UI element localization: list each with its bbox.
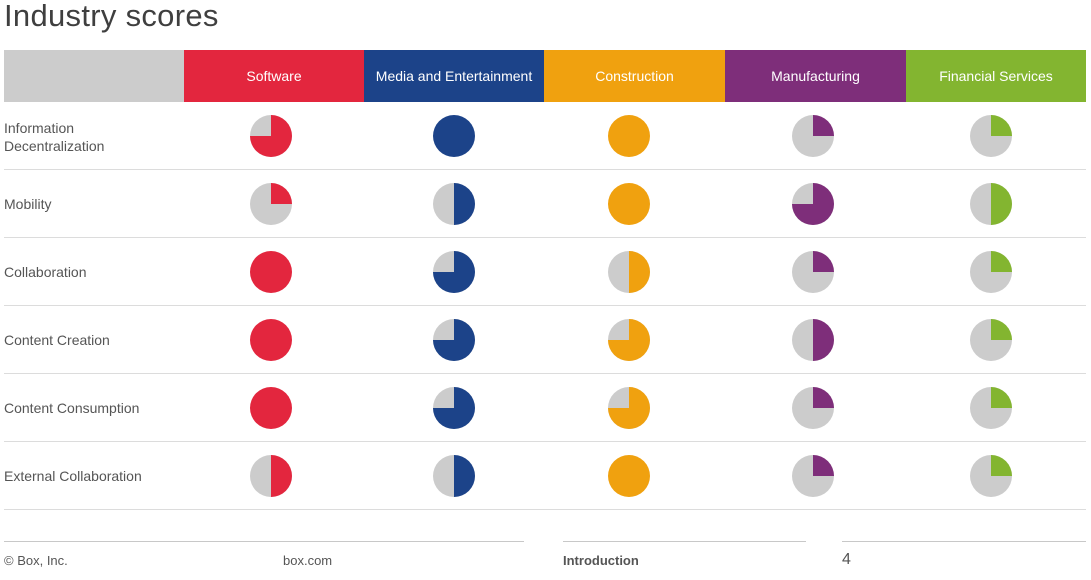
row-label: Information Decentralization xyxy=(4,120,105,154)
score-pie-content-creation-software xyxy=(250,319,292,361)
score-pie-mobility-manufacturing xyxy=(792,183,834,225)
column-header-financial-services: Financial Services xyxy=(906,50,1086,102)
table-row-content-consumption: Content Consumption xyxy=(4,374,1086,442)
pie-filled-slice xyxy=(271,183,292,204)
table-row-collaboration: Collaboration xyxy=(4,238,1086,306)
pie-filled-slice xyxy=(433,387,475,429)
score-pie-content-consumption-financial-services xyxy=(970,387,1012,429)
footer-copyright: © Box, Inc. xyxy=(4,553,68,568)
score-pie-mobility-financial-services xyxy=(970,183,1012,225)
pie-background xyxy=(433,115,475,157)
pie-filled-slice xyxy=(813,251,834,272)
score-pie-information-decentralization-financial-services xyxy=(970,115,1012,157)
footer-divider-middle xyxy=(563,541,806,542)
row-label: External Collaboration xyxy=(4,468,142,484)
pie-filled-slice xyxy=(433,319,475,361)
pie-background xyxy=(250,251,292,293)
score-pie-content-creation-financial-services xyxy=(970,319,1012,361)
pie-filled-slice xyxy=(991,319,1012,340)
score-pie-content-consumption-software xyxy=(250,387,292,429)
pie-background xyxy=(608,455,650,497)
score-pie-external-collaboration-financial-services xyxy=(970,455,1012,497)
score-pie-external-collaboration-software xyxy=(250,455,292,497)
pie-filled-slice xyxy=(454,455,475,497)
score-pie-mobility-media-and-entertainment xyxy=(433,183,475,225)
score-pie-content-consumption-construction xyxy=(608,387,650,429)
pie-filled-slice xyxy=(250,115,292,157)
score-pie-information-decentralization-software xyxy=(250,115,292,157)
score-pie-mobility-software xyxy=(250,183,292,225)
pie-filled-slice xyxy=(991,387,1012,408)
score-pie-collaboration-manufacturing xyxy=(792,251,834,293)
footer-divider-left xyxy=(4,541,524,542)
row-label: Content Creation xyxy=(4,332,110,348)
score-pie-content-creation-construction xyxy=(608,319,650,361)
footer-section[interactable]: Introduction xyxy=(563,553,639,568)
score-pie-information-decentralization-manufacturing xyxy=(792,115,834,157)
pie-filled-slice xyxy=(991,183,1012,225)
column-header-media-and-entertainment: Media and Entertainment xyxy=(364,50,544,102)
score-pie-content-creation-manufacturing xyxy=(792,319,834,361)
pie-background xyxy=(608,115,650,157)
pie-filled-slice xyxy=(608,387,650,429)
pie-filled-slice xyxy=(991,455,1012,476)
score-pie-information-decentralization-construction xyxy=(608,115,650,157)
pie-filled-slice xyxy=(792,183,834,225)
table-row-mobility: Mobility xyxy=(4,170,1086,238)
score-pie-collaboration-software xyxy=(250,251,292,293)
page-number: 4 xyxy=(842,551,851,568)
score-pie-content-creation-media-and-entertainment xyxy=(433,319,475,361)
table-row-information-decentralization: Information Decentralization xyxy=(4,102,1086,170)
score-pie-information-decentralization-media-and-entertainment xyxy=(433,115,475,157)
pie-filled-slice xyxy=(813,319,834,361)
column-header-manufacturing: Manufacturing xyxy=(725,50,906,102)
pie-background xyxy=(608,183,650,225)
score-pie-collaboration-media-and-entertainment xyxy=(433,251,475,293)
table-header: Software Media and Entertainment Constru… xyxy=(4,50,1086,102)
score-pie-mobility-construction xyxy=(608,183,650,225)
pie-filled-slice xyxy=(271,455,292,497)
score-pie-collaboration-construction xyxy=(608,251,650,293)
page-title: Industry scores xyxy=(4,0,219,33)
pie-filled-slice xyxy=(813,387,834,408)
footer-divider-right xyxy=(842,541,1086,542)
row-label: Content Consumption xyxy=(4,400,140,416)
header-blank-cell xyxy=(4,50,184,102)
score-pie-collaboration-financial-services xyxy=(970,251,1012,293)
pie-filled-slice xyxy=(991,251,1012,272)
table-row-external-collaboration: External Collaboration xyxy=(4,442,1086,510)
pie-filled-slice xyxy=(433,251,475,293)
table-row-content-creation: Content Creation xyxy=(4,306,1086,374)
column-header-construction: Construction xyxy=(544,50,725,102)
pie-filled-slice xyxy=(454,183,475,225)
column-header-software: Software xyxy=(184,50,364,102)
footer-website[interactable]: box.com xyxy=(283,553,333,568)
pie-filled-slice xyxy=(608,319,650,361)
pie-background xyxy=(250,387,292,429)
pie-filled-slice xyxy=(991,115,1012,136)
pie-background xyxy=(250,319,292,361)
row-label: Mobility xyxy=(4,196,52,212)
score-pie-external-collaboration-manufacturing xyxy=(792,455,834,497)
score-pie-content-consumption-manufacturing xyxy=(792,387,834,429)
pie-filled-slice xyxy=(629,251,650,293)
row-label: Collaboration xyxy=(4,264,87,280)
score-pie-external-collaboration-construction xyxy=(608,455,650,497)
pie-filled-slice xyxy=(813,115,834,136)
pie-filled-slice xyxy=(813,455,834,476)
score-pie-external-collaboration-media-and-entertainment xyxy=(433,455,475,497)
score-pie-content-consumption-media-and-entertainment xyxy=(433,387,475,429)
